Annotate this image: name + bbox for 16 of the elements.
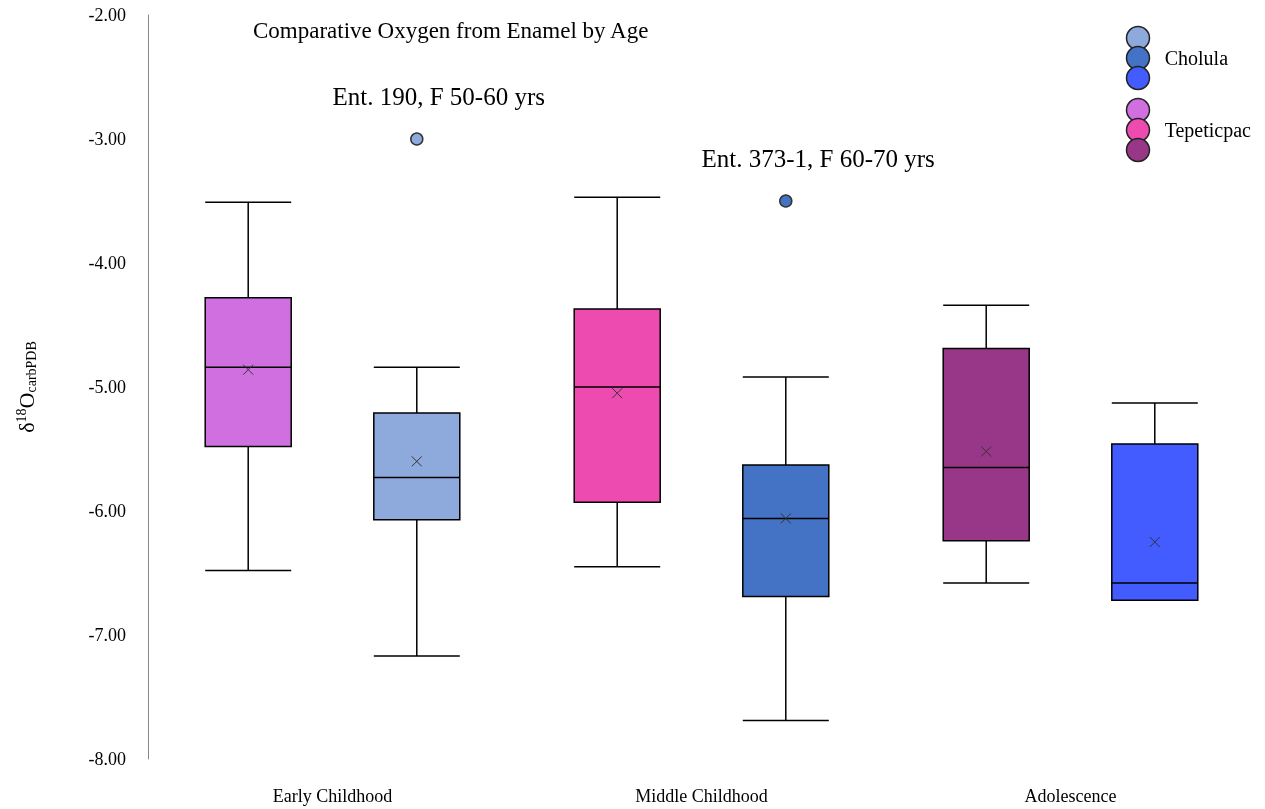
y-tick-label: -8.00: [88, 749, 126, 769]
x-tick-label: Early Childhood: [272, 786, 393, 806]
y-tick-label: -3.00: [88, 129, 126, 149]
chart-title: Comparative Oxygen from Enamel by Age: [253, 18, 649, 43]
y-axis-title: δ18OcarbPDB: [13, 341, 39, 433]
y-tick-label: -6.00: [88, 501, 126, 521]
y-tick-label: -5.00: [88, 377, 126, 397]
legend-label: Cholula: [1164, 46, 1229, 70]
annotation: Ent. 373-1, F 60-70 yrs: [701, 145, 935, 173]
annotation: Ent. 190, F 50-60 yrs: [332, 83, 545, 111]
x-tick-label: Middle Childhood: [635, 786, 768, 806]
y-tick-label: -4.00: [88, 253, 126, 273]
legend-label: Tepeticpac: [1164, 118, 1251, 142]
y-tick-label: -2.00: [88, 5, 126, 25]
y-tick-label: -7.00: [88, 625, 126, 645]
x-tick-label: Adolescence: [1024, 786, 1117, 806]
